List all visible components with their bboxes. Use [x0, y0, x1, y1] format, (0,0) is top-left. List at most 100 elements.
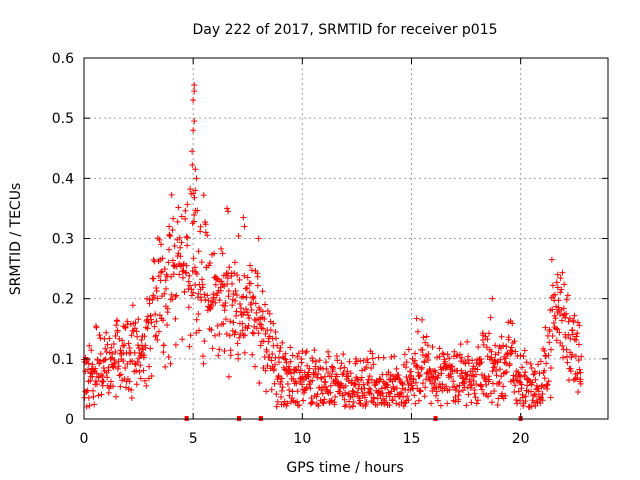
data-point	[136, 368, 143, 375]
data-point	[393, 385, 400, 392]
data-point	[413, 362, 420, 369]
data-point	[277, 344, 284, 351]
data-point	[300, 377, 307, 384]
data-point	[170, 271, 177, 278]
data-point	[484, 336, 491, 343]
data-point	[522, 393, 529, 400]
data-point	[570, 376, 577, 383]
data-point	[205, 297, 212, 304]
data-point	[162, 277, 169, 284]
data-point	[172, 293, 179, 300]
data-point	[230, 291, 237, 298]
data-point	[93, 370, 100, 377]
data-point	[247, 262, 254, 269]
data-point	[141, 333, 148, 340]
data-point	[444, 351, 451, 358]
data-point	[186, 282, 193, 289]
data-point	[471, 386, 478, 393]
data-point	[284, 380, 291, 387]
data-point	[252, 363, 259, 370]
data-point	[191, 88, 198, 95]
data-point	[516, 397, 523, 404]
x-tick-label: 20	[512, 431, 530, 447]
data-point	[330, 366, 337, 373]
data-point	[412, 379, 419, 386]
data-point	[353, 358, 360, 365]
data-point	[530, 392, 537, 399]
data-point	[489, 295, 496, 302]
data-point	[86, 342, 93, 349]
data-point	[542, 324, 549, 331]
data-point	[546, 328, 553, 335]
data-point	[209, 345, 216, 352]
data-point	[496, 366, 503, 373]
data-point	[503, 343, 510, 350]
data-point	[189, 268, 196, 275]
data-point	[270, 320, 277, 327]
data-point	[183, 262, 190, 269]
data-point	[290, 375, 297, 382]
data-point	[284, 400, 291, 407]
data-point	[363, 364, 370, 371]
data-point	[289, 352, 296, 359]
data-point	[299, 381, 306, 388]
data-point	[283, 402, 290, 409]
data-point	[422, 384, 429, 391]
data-point	[340, 351, 347, 358]
data-point	[500, 342, 507, 349]
data-point	[195, 290, 202, 297]
data-point	[565, 332, 572, 339]
data-point	[124, 318, 131, 325]
data-point	[418, 366, 425, 373]
data-point	[148, 373, 155, 380]
data-point	[206, 260, 213, 267]
data-point	[514, 353, 521, 360]
data-point	[337, 365, 344, 372]
data-point	[108, 344, 115, 351]
data-point	[358, 385, 365, 392]
data-point	[394, 374, 401, 381]
data-point	[423, 333, 430, 340]
data-point	[182, 269, 189, 276]
data-point	[549, 332, 556, 339]
data-point	[560, 305, 567, 312]
data-point	[104, 341, 111, 348]
data-point	[497, 356, 504, 363]
data-point	[248, 267, 255, 274]
data-point	[277, 394, 284, 401]
data-point	[247, 280, 254, 287]
data-point	[151, 323, 158, 330]
data-point	[227, 318, 234, 325]
data-point	[553, 337, 560, 344]
data-point	[214, 322, 221, 329]
data-point	[413, 315, 420, 322]
data-point	[214, 290, 221, 297]
data-point	[446, 386, 453, 393]
data-point	[555, 297, 562, 304]
data-point	[549, 306, 556, 313]
data-point	[457, 341, 464, 348]
data-point	[428, 400, 435, 407]
data-point	[520, 402, 527, 409]
data-point	[541, 375, 548, 382]
data-point	[229, 302, 236, 309]
data-point	[243, 294, 250, 301]
data-point	[471, 365, 478, 372]
data-point	[166, 246, 173, 253]
data-point	[111, 360, 118, 367]
data-point	[271, 380, 278, 387]
data-point	[112, 393, 119, 400]
data-point	[532, 391, 539, 398]
data-point	[269, 351, 276, 358]
data-point	[138, 350, 145, 357]
data-point	[444, 400, 451, 407]
data-point	[575, 389, 582, 396]
data-point	[364, 359, 371, 366]
data-point	[475, 344, 482, 351]
data-point	[418, 364, 425, 371]
data-point	[192, 187, 199, 194]
data-point	[450, 378, 457, 385]
data-point	[400, 393, 407, 400]
data-point	[488, 348, 495, 355]
